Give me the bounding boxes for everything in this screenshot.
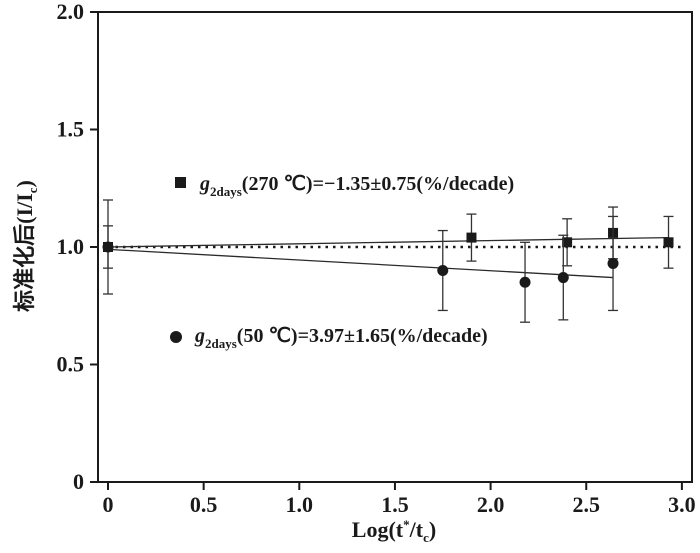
fit-line-circle bbox=[107, 248, 614, 279]
data-point-circle bbox=[557, 272, 569, 284]
data-point-circle bbox=[607, 257, 619, 269]
data-point-square bbox=[663, 237, 674, 248]
data-point-circle bbox=[519, 276, 531, 288]
legend-item-square: g2days(270 ℃)=−1.35±0.75(%/decade) bbox=[175, 173, 514, 199]
legend-label-square: g2days(270 ℃)=−1.35±0.75(%/decade) bbox=[199, 173, 514, 199]
y-axis-title: 标准化后(I/Ic) bbox=[12, 180, 40, 312]
x-tick-label: 0 bbox=[103, 492, 114, 517]
data-point-square bbox=[562, 237, 573, 248]
x-tick-label: 3.0 bbox=[668, 492, 696, 517]
x-tick-label: 2.0 bbox=[477, 492, 505, 517]
y-tick-label: 0.5 bbox=[57, 352, 85, 377]
y-tick-label: 1.0 bbox=[57, 234, 85, 259]
legend-label-circle: g2days(50 ℃)=3.97±1.65(%/decade) bbox=[194, 325, 488, 351]
x-tick-label: 1.5 bbox=[381, 492, 409, 517]
data-point-circle bbox=[102, 241, 114, 253]
legend-item-circle: g2days(50 ℃)=3.97±1.65(%/decade) bbox=[170, 325, 488, 351]
x-tick-label: 0.5 bbox=[190, 492, 218, 517]
legend-square-marker bbox=[175, 177, 186, 188]
legend-circle-marker bbox=[170, 331, 182, 343]
y-tick-label: 2.0 bbox=[57, 0, 85, 24]
y-tick-label: 0 bbox=[73, 469, 84, 494]
x-tick-label: 2.5 bbox=[573, 492, 601, 517]
y-tick-label: 1.5 bbox=[57, 117, 85, 142]
x-axis-title: Log(t*/tc) bbox=[352, 517, 436, 545]
fit-line-square bbox=[107, 236, 669, 248]
data-point-square bbox=[466, 232, 477, 243]
x-tick-label: 1.0 bbox=[286, 492, 314, 517]
data-point-circle bbox=[437, 265, 449, 276]
